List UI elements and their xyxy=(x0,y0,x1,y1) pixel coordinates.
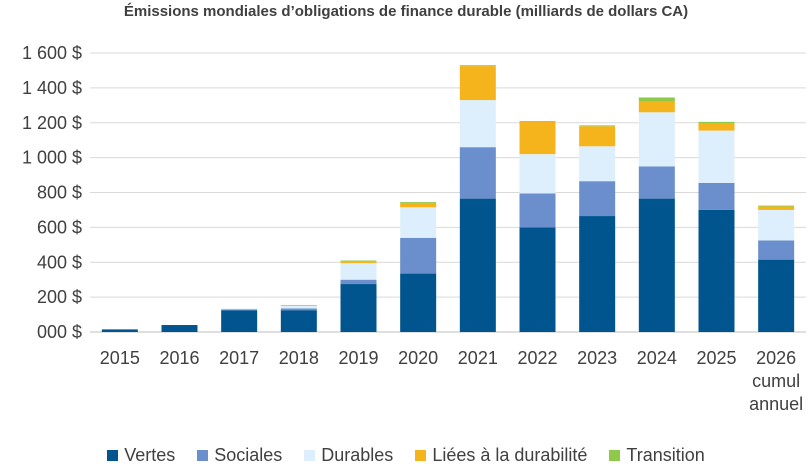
bar-segment xyxy=(579,125,616,127)
legend-swatch xyxy=(197,450,209,461)
y-tick-label: 600 $ xyxy=(37,217,82,237)
x-tick-label: 2016 xyxy=(159,348,199,368)
bar-segment xyxy=(638,112,675,167)
bar-segment xyxy=(698,121,735,124)
x-tick-label: 2021 xyxy=(458,348,498,368)
bar-segment xyxy=(519,154,556,194)
bar-segment xyxy=(280,310,317,332)
bar-segment xyxy=(400,202,437,203)
x-tick-label: 2026 cumul annuel xyxy=(749,348,803,414)
x-tick-label: 2024 xyxy=(637,348,677,368)
x-tick-label: 2023 xyxy=(577,348,617,368)
x-tick-label: 2022 xyxy=(517,348,557,368)
bar-segment xyxy=(519,121,556,155)
bar-segment xyxy=(698,130,735,183)
stacked-bar-chart: 000 $ 200 $ 400 $ 600 $ 800 $ 1 000 $ 1 200 $ 1… xyxy=(22,43,806,414)
y-tick-label: 1 400 $ xyxy=(22,78,82,98)
bar-segment xyxy=(758,205,795,207)
y-tick-label: 1 200 $ xyxy=(22,113,82,133)
x-tick-label: 2019 xyxy=(338,348,378,368)
legend-item: Sociales xyxy=(197,445,282,466)
y-axis-ticks: 000 $ 200 $ 400 $ 600 $ 800 $ 1 000 $ 1 200 $ 1… xyxy=(22,43,82,342)
bar-segment xyxy=(579,181,616,217)
bar-segment xyxy=(758,259,795,332)
y-tick-label: 200 $ xyxy=(37,287,82,307)
bar-segment xyxy=(161,325,198,332)
legend-item: Transition xyxy=(609,445,705,466)
legend-item: Vertes xyxy=(107,445,175,466)
bar-segment xyxy=(638,198,675,332)
bar-segment xyxy=(340,284,377,332)
legend-label: Transition xyxy=(626,445,705,465)
y-tick-label: 1 600 $ xyxy=(22,43,82,63)
bar-segment xyxy=(459,65,496,67)
bar-segment xyxy=(280,304,317,306)
legend-swatch xyxy=(107,450,119,461)
chart-title: Émissions mondiales d’obligations de fin… xyxy=(123,3,689,20)
bar-segment xyxy=(340,260,377,262)
x-tick-label: 2020 xyxy=(398,348,438,368)
bar-segment xyxy=(221,310,258,332)
bar-segment xyxy=(459,100,496,148)
bar-segment xyxy=(280,305,317,309)
bar-segment xyxy=(638,166,675,199)
bar-segment xyxy=(579,126,616,147)
bar-segment xyxy=(519,227,556,332)
legend-label: Durables xyxy=(321,445,394,465)
x-tick-label: 2017 xyxy=(219,348,259,368)
x-tick-label: 2025 xyxy=(696,348,736,368)
bar-segment xyxy=(340,261,377,264)
y-tick-label: 1 000 $ xyxy=(22,148,82,168)
bar-segment xyxy=(698,123,735,131)
bar-segment xyxy=(459,66,496,101)
bar-segment xyxy=(459,147,496,199)
bar-segment xyxy=(758,240,795,260)
bar-segment xyxy=(758,209,795,241)
legend-item: Durables xyxy=(304,445,393,466)
x-tick-label: 2015 xyxy=(100,348,140,368)
bar-segment xyxy=(400,273,437,332)
bar-segment xyxy=(280,308,317,311)
bar-segment xyxy=(758,206,795,210)
y-tick-label: 800 $ xyxy=(37,183,82,203)
bar-segment xyxy=(579,216,616,332)
bar-segment xyxy=(400,207,437,238)
legend-swatch xyxy=(609,450,621,461)
bar-segment xyxy=(698,209,735,332)
legend-label: Vertes xyxy=(124,445,176,465)
bar-segment xyxy=(519,193,556,228)
y-tick-label: 000 $ xyxy=(37,322,82,342)
legend-label: Liées à la durabilité xyxy=(432,445,588,465)
legend-item: Liées à la durabilité xyxy=(415,445,587,466)
bars xyxy=(101,65,795,332)
bar-segment xyxy=(101,329,138,332)
legend-label: Sociales xyxy=(214,445,283,465)
bar-segment xyxy=(638,101,675,113)
y-tick-label: 400 $ xyxy=(37,252,82,272)
bar-segment xyxy=(400,202,437,208)
x-axis-ticks: 2015 2016 2017 2018 2019 2020 2021 2022 2023 2024… xyxy=(100,348,803,414)
x-tick-label: 2018 xyxy=(279,348,319,368)
bar-segment xyxy=(638,97,675,102)
bar-segment xyxy=(459,198,496,332)
gridlines xyxy=(90,52,806,333)
bar-segment xyxy=(579,146,616,182)
bar-segment xyxy=(400,237,437,274)
bar-segment xyxy=(221,309,258,311)
bar-segment xyxy=(340,279,377,285)
bar-segment xyxy=(221,308,258,310)
bar-segment xyxy=(340,263,377,280)
legend-swatch xyxy=(415,450,427,461)
bar-segment xyxy=(519,121,556,122)
legend: Vertes Sociales Durables Liées à la durabil… xyxy=(0,445,812,466)
bar-segment xyxy=(698,182,735,210)
legend-swatch xyxy=(304,450,316,461)
